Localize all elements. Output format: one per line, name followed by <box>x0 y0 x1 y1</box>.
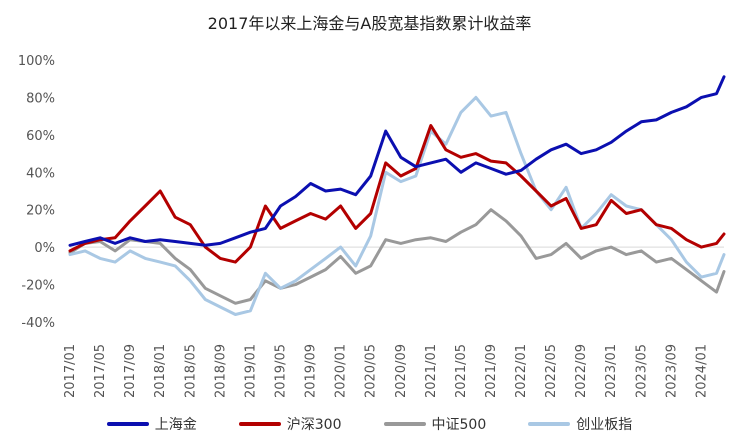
chart-title: 2017年以来上海金与A股宽基指数累计收益率 <box>207 14 532 33</box>
x-tick-label: 2017/05 <box>93 344 108 398</box>
series-line-2 <box>68 208 726 305</box>
legend-swatch-shanghai-gold <box>106 422 149 426</box>
x-tick-label: 2021/05 <box>454 344 469 398</box>
x-tick-label: 2019/01 <box>243 344 258 398</box>
x-tick-label: 2017/09 <box>123 344 138 398</box>
series-line-0 <box>68 75 726 247</box>
legend-swatch-chinext <box>528 422 571 426</box>
x-tick-label: 2020/05 <box>364 344 379 398</box>
legend-item-shanghai-gold: 上海金 <box>106 414 197 434</box>
legend-item-csi500: 中证500 <box>383 414 487 434</box>
legend: 上海金 沪深300 中证500 创业板指 <box>0 412 739 436</box>
y-tick-label: 40% <box>26 166 55 181</box>
legend-label-csi500: 中证500 <box>431 417 487 433</box>
legend-item-csi300: 沪深300 <box>238 414 342 434</box>
y-tick-label: 0% <box>34 241 55 256</box>
x-tick-label: 2018/01 <box>153 344 168 398</box>
x-tick-label: 2022/05 <box>544 344 559 398</box>
legend-label-csi300: 沪深300 <box>286 417 342 433</box>
y-tick-label: -40% <box>21 316 55 331</box>
series-layer <box>68 75 726 316</box>
y-tick-label: 60% <box>26 129 55 144</box>
series-line-3 <box>68 95 726 316</box>
y-tick-label: 20% <box>26 204 55 219</box>
x-tick-label: 2021/01 <box>424 344 439 398</box>
x-tick-label: 2021/09 <box>484 344 499 398</box>
y-tick-label: 100% <box>18 54 55 69</box>
x-tick-label: 2020/09 <box>394 344 409 398</box>
x-tick-label: 2019/09 <box>304 344 319 398</box>
legend-label-chinext: 创业板指 <box>576 417 633 433</box>
y-axis: 100% 80% 60% 40% 20% 0% -20% -40% <box>18 54 724 331</box>
legend-swatch-csi500 <box>383 422 426 426</box>
x-tick-label: 2020/01 <box>334 344 349 398</box>
x-axis: 2017/01 2017/05 2017/09 2018/01 2018/05 2018/… <box>63 344 709 398</box>
legend-label-shanghai-gold: 上海金 <box>154 417 197 433</box>
x-tick-label: 2023/09 <box>664 344 679 398</box>
x-tick-label: 2019/05 <box>273 344 288 398</box>
x-tick-label: 2018/05 <box>183 344 198 398</box>
x-tick-label: 2024/01 <box>694 344 709 398</box>
y-tick-label: 80% <box>26 91 55 106</box>
x-tick-label: 2018/09 <box>213 344 228 398</box>
y-tick-label: -20% <box>21 279 55 294</box>
x-tick-label: 2022/09 <box>574 344 589 398</box>
x-tick-label: 2023/01 <box>604 344 619 398</box>
x-tick-label: 2022/01 <box>514 344 529 398</box>
series-line-1 <box>68 124 726 264</box>
x-tick-label: 2023/05 <box>634 344 649 398</box>
legend-item-chinext: 创业板指 <box>528 414 632 434</box>
legend-swatch-csi300 <box>238 422 281 426</box>
x-tick-label: 2017/01 <box>63 344 78 398</box>
